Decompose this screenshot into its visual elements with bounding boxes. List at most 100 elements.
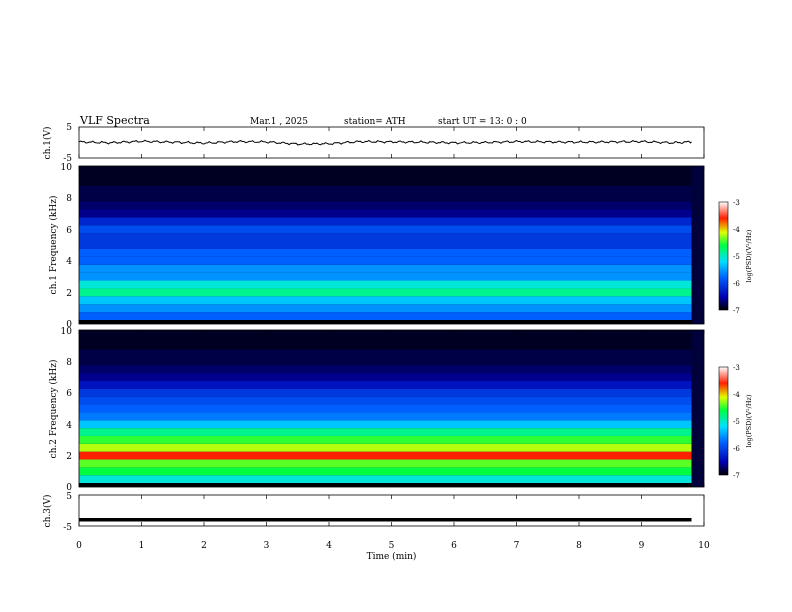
ch2-psd-band bbox=[79, 475, 692, 484]
ch2-freq-tick-8: 8 bbox=[66, 358, 72, 368]
ch1-colorbar-tick-m4: -4 bbox=[733, 226, 740, 234]
ch2-psd-band bbox=[79, 330, 692, 334]
start-ut-label: start UT = 13: 0 : 0 bbox=[438, 117, 527, 127]
xtick-3: 3 bbox=[264, 541, 270, 551]
ch1-colorbar-tick-m3: -3 bbox=[733, 199, 740, 207]
ch2-psd-band bbox=[79, 435, 692, 444]
ch2-psd-band bbox=[79, 443, 692, 452]
ch1-psd-band bbox=[79, 241, 692, 249]
ch2-psd-band bbox=[79, 404, 692, 413]
ch1-psd-band bbox=[79, 185, 692, 194]
ch2-psd-band bbox=[79, 412, 692, 421]
xtick-4: 4 bbox=[326, 541, 332, 551]
xtick-1: 1 bbox=[139, 541, 145, 551]
xtick-10: 10 bbox=[698, 541, 710, 551]
ch3-ytick-bottom: -5 bbox=[63, 523, 72, 533]
ch1-dc-band bbox=[79, 320, 692, 324]
ch1-psd-band bbox=[79, 248, 692, 257]
xtick-7: 7 bbox=[514, 541, 520, 551]
ch3-ytick-top: 5 bbox=[66, 492, 72, 502]
ch2-psd-band bbox=[79, 349, 692, 358]
ch2-colorbar-scale bbox=[718, 366, 729, 476]
ch2-psd-band bbox=[79, 388, 692, 397]
ch2-psd-band bbox=[79, 365, 692, 374]
ch1-psd-band bbox=[79, 256, 692, 265]
ch1-freq-tick-4: 4 bbox=[66, 257, 72, 267]
ch2-dc-band bbox=[79, 483, 692, 487]
ch1-ytick-top: 5 bbox=[66, 123, 72, 133]
ch2-colorbar-tick-m3: -3 bbox=[733, 364, 740, 372]
ch1-psd-band bbox=[79, 217, 692, 226]
xtick-2: 2 bbox=[201, 541, 207, 551]
ch2-psd-band bbox=[79, 396, 692, 405]
xtick-0: 0 bbox=[76, 541, 82, 551]
ch1-psd-band bbox=[79, 225, 692, 234]
ch1-psd-band bbox=[79, 166, 692, 170]
ch1-freq-tick-2: 2 bbox=[66, 289, 72, 299]
figure-title: VLF Spectra bbox=[79, 114, 150, 127]
ch2-psd-band bbox=[79, 459, 692, 468]
ch1-colorbar-tick-m6: -6 bbox=[733, 280, 740, 288]
ch2-colorbar-tick-m7: -7 bbox=[733, 472, 740, 480]
ch1-colorbar-label: log(PSD)(V²/Hz) bbox=[745, 229, 753, 282]
ch2-psd-band bbox=[79, 451, 692, 460]
xtick-5: 5 bbox=[389, 541, 395, 551]
ch2-colorbar-tick-m6: -6 bbox=[733, 445, 740, 453]
ch2-freq-tick-2: 2 bbox=[66, 452, 72, 462]
ch2-spectrogram-panel: 0 2 4 6 8 10 ch.2 Frequency (kHz) bbox=[48, 327, 705, 493]
time-axis: 0 1 2 3 4 5 6 7 8 9 10 Time (min) bbox=[76, 127, 710, 562]
ch2-psd-band bbox=[79, 428, 692, 436]
ch1-waveform-ylabel: ch.1(V) bbox=[42, 127, 53, 160]
ch1-freq-tick-6: 6 bbox=[66, 226, 72, 236]
ch1-freq-tick-8: 8 bbox=[66, 194, 72, 204]
ch1-psd-band bbox=[79, 209, 692, 218]
ch1-colorbar-scale bbox=[718, 201, 729, 311]
ch1-colorbar-tick-m7: -7 bbox=[733, 307, 740, 315]
ch2-psd-band bbox=[79, 333, 692, 342]
ch1-freq-tick-0: 0 bbox=[66, 320, 72, 330]
ch1-spectrogram-ylabel: ch.1 Frequency (kHz) bbox=[48, 196, 59, 295]
ch1-colorbar: -3 -4 -5 -6 -7 log(PSD)(V²/Hz) bbox=[718, 199, 753, 315]
ch1-psd-band bbox=[79, 264, 692, 273]
ch1-psd-band bbox=[79, 312, 692, 321]
ch1-psd-band bbox=[79, 169, 692, 178]
ch2-freq-tick-0: 0 bbox=[66, 483, 72, 493]
ch1-waveform-frame bbox=[78, 126, 705, 159]
xtick-8: 8 bbox=[576, 541, 582, 551]
ch2-spectrogram-bands bbox=[79, 330, 692, 487]
ch2-colorbar-tick-m4: -4 bbox=[733, 391, 740, 399]
ch2-psd-band bbox=[79, 357, 692, 366]
xtick-6: 6 bbox=[451, 541, 457, 551]
x-axis-label: Time (min) bbox=[367, 551, 417, 562]
ch1-waveform-line bbox=[78, 139, 692, 146]
date-label: Mar.1 , 2025 bbox=[250, 117, 308, 127]
ch1-psd-band bbox=[79, 201, 692, 210]
ch3-waveform-ylabel: ch.3(V) bbox=[42, 495, 53, 528]
ch2-spectrogram-ylabel: ch.2 Frequency (kHz) bbox=[48, 360, 59, 459]
ch1-psd-band bbox=[79, 280, 692, 289]
ch2-freq-tick-10: 10 bbox=[61, 327, 73, 337]
ch1-ytick-bottom: -5 bbox=[63, 154, 72, 164]
ch1-colorbar-tick-m5: -5 bbox=[733, 253, 740, 261]
ch2-psd-band bbox=[79, 373, 692, 382]
ch1-spectrogram-panel: 0 2 4 6 8 10 ch.1 Frequency (kHz) bbox=[48, 163, 705, 330]
ch1-spectrogram-bands bbox=[79, 166, 692, 324]
ch1-psd-band bbox=[79, 288, 692, 297]
ch1-psd-band bbox=[79, 233, 692, 242]
ch2-freq-tick-4: 4 bbox=[66, 421, 72, 431]
ch2-psd-band bbox=[79, 420, 692, 429]
ch1-psd-band bbox=[79, 272, 692, 281]
ch2-colorbar-label: log(PSD)(V²/Hz) bbox=[745, 394, 753, 447]
ch2-colorbar-tick-m5: -5 bbox=[733, 418, 740, 426]
ch2-psd-band bbox=[79, 467, 692, 476]
station-label: station= ATH bbox=[344, 117, 406, 127]
xtick-9: 9 bbox=[639, 541, 645, 551]
ch1-freq-tick-10: 10 bbox=[61, 163, 73, 173]
ch2-colorbar: -3 -4 -5 -6 -7 log(PSD)(V²/Hz) bbox=[718, 364, 753, 480]
ch2-psd-band bbox=[79, 381, 692, 389]
ch1-psd-band bbox=[79, 193, 692, 202]
ch1-psd-band bbox=[79, 296, 692, 305]
ch1-psd-band bbox=[79, 177, 692, 186]
ch2-freq-tick-6: 6 bbox=[66, 389, 72, 399]
